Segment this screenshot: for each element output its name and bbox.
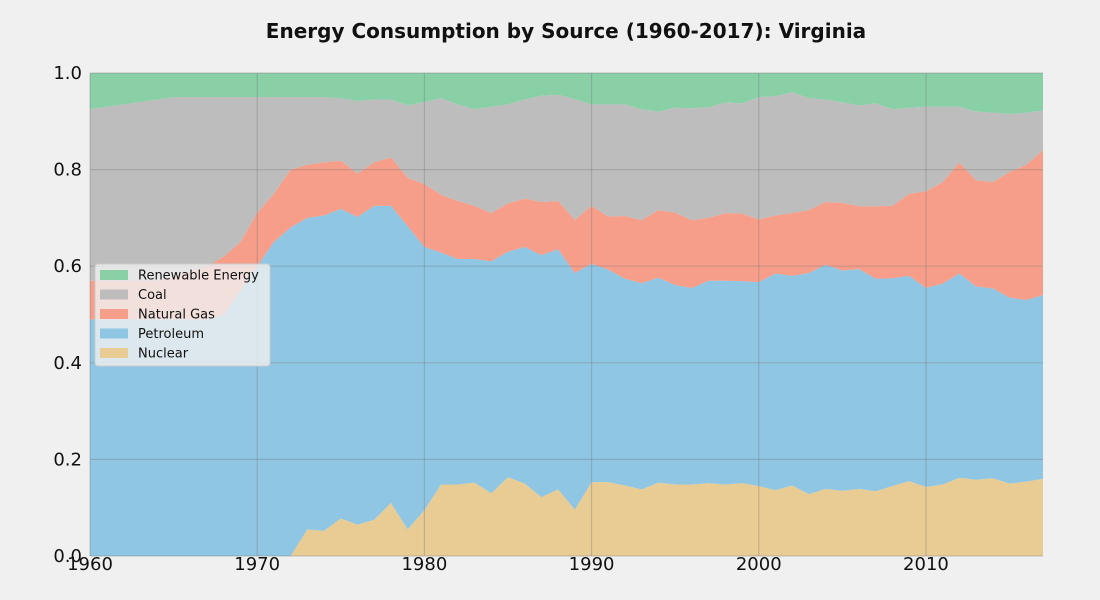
y-tick-label: 0.6 [53,256,82,277]
legend-label-renewable-energy: Renewable Energy [138,269,259,284]
legend-swatch-coal [100,289,128,300]
y-tick-label: 1.0 [53,63,82,84]
legend-label-natural-gas: Natural Gas [138,308,215,323]
y-tick-label: 0.4 [53,353,82,374]
chart-title: Energy Consumption by Source (1960-2017)… [266,19,866,43]
area-renewable-energy [90,73,1043,115]
area-coal [90,92,1043,281]
legend-label-coal: Coal [138,288,167,303]
legend-swatch-natural-gas [100,309,128,319]
legend-box [94,263,271,367]
x-tick-label: 1990 [569,554,615,575]
legend-swatch-renewable-energy [100,270,128,280]
x-tick-label: 1960 [67,554,113,575]
legend-label-nuclear: Nuclear [138,347,189,362]
x-tick-label: 2000 [736,554,782,575]
x-axis-ticks: 1960 1970 1980 1990 2000 2010 [67,554,949,575]
legend-label-petroleum: Petroleum [138,327,204,342]
area-natural-gas [90,150,1043,320]
area-petroleum [90,205,1043,556]
area-nuclear [90,477,1043,556]
x-tick-label: 2010 [903,554,949,575]
y-tick-label: 0.2 [53,449,82,470]
y-tick-label: 0.0 [53,546,82,567]
y-axis-ticks: 0.0 0.2 0.4 0.6 0.8 1.0 [53,63,82,567]
y-tick-label: 0.8 [53,160,82,181]
x-tick-label: 1980 [401,554,447,575]
legend: Renewable Energy Coal Natural Gas Petroleum… [94,263,271,367]
legend-swatch-nuclear [100,348,128,358]
area-layers [90,73,1043,556]
x-tick-label: 1970 [234,554,280,575]
legend-swatch-petroleum [100,328,128,339]
